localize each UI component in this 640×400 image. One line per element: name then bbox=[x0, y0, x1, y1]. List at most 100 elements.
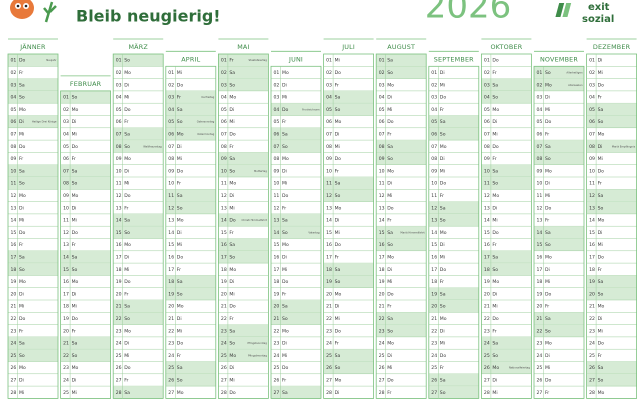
day-number: 13 bbox=[116, 205, 122, 211]
day-number: 05 bbox=[274, 119, 280, 125]
day-number: 22 bbox=[11, 316, 17, 322]
weekday: Fr bbox=[19, 328, 23, 334]
day-shade bbox=[481, 250, 532, 264]
weekday: Do bbox=[598, 254, 605, 260]
day-number: 15 bbox=[484, 230, 490, 236]
weekday: Do bbox=[387, 205, 394, 211]
day-shade bbox=[113, 140, 164, 153]
day-number: 08 bbox=[168, 156, 174, 162]
day-number: 05 bbox=[168, 119, 174, 125]
day-number: 20 bbox=[589, 291, 595, 297]
weekday: Fr bbox=[124, 205, 128, 211]
weekday: So bbox=[229, 168, 235, 174]
weekday: Do bbox=[492, 58, 499, 64]
day-number: 03 bbox=[326, 82, 332, 88]
weekday: Mi bbox=[19, 304, 24, 310]
day-number: 28 bbox=[116, 390, 122, 396]
weekday: Mi bbox=[598, 156, 603, 162]
event: Neujahr bbox=[46, 58, 57, 62]
day-number: 17 bbox=[484, 254, 490, 260]
day-number: 27 bbox=[379, 377, 385, 383]
day-number: 19 bbox=[274, 291, 280, 297]
weekday: Mi bbox=[387, 365, 392, 371]
weekday: Mo bbox=[177, 390, 184, 396]
weekday: Di bbox=[229, 193, 234, 199]
day-number: 26 bbox=[431, 377, 437, 383]
day-shade bbox=[60, 250, 111, 264]
weekday: Fr bbox=[177, 353, 181, 359]
weekday: Di bbox=[72, 205, 77, 211]
weekday: Sa bbox=[598, 107, 604, 113]
day-number: 19 bbox=[537, 291, 543, 297]
weekday: Fr bbox=[124, 377, 128, 383]
day-number: 10 bbox=[221, 168, 227, 174]
event: Allerseelen bbox=[568, 83, 583, 87]
weekday: So bbox=[282, 144, 288, 150]
day-number: 14 bbox=[379, 218, 385, 224]
weekday: Mo bbox=[492, 365, 499, 371]
day-number: 16 bbox=[537, 254, 543, 260]
day-number: 10 bbox=[63, 205, 69, 211]
weekday: Do bbox=[282, 107, 289, 113]
day-number: 27 bbox=[11, 377, 17, 383]
day-number: 13 bbox=[379, 205, 385, 211]
day-shade bbox=[481, 349, 532, 362]
day-number: 12 bbox=[484, 193, 490, 199]
day-number: 13 bbox=[274, 218, 280, 224]
weekday: Mi bbox=[72, 218, 77, 224]
day-number: 27 bbox=[431, 390, 437, 396]
day-number: 11 bbox=[431, 193, 437, 199]
day-number: 06 bbox=[11, 119, 17, 125]
day-number: 14 bbox=[431, 230, 437, 236]
day-number: 09 bbox=[589, 156, 595, 162]
weekday: Mi bbox=[72, 304, 77, 310]
weekday: So bbox=[124, 230, 130, 236]
weekday: Fr bbox=[335, 341, 339, 347]
day-number: 27 bbox=[326, 377, 332, 383]
weekday: Mi bbox=[229, 205, 234, 211]
weekday: Mi bbox=[492, 304, 497, 310]
weekday: Do bbox=[335, 156, 342, 162]
day-number: 27 bbox=[116, 377, 122, 383]
day-number: 23 bbox=[63, 365, 69, 371]
day-number: 11 bbox=[326, 181, 332, 187]
weekday: Di bbox=[598, 144, 603, 150]
day-number: 02 bbox=[11, 70, 17, 76]
day-shade bbox=[376, 226, 427, 239]
day-number: 04 bbox=[11, 95, 17, 101]
month-name: APRIL bbox=[181, 55, 200, 63]
weekday: Fr bbox=[72, 328, 76, 334]
weekday: Sa bbox=[387, 58, 393, 64]
day-number: 19 bbox=[116, 279, 122, 285]
weekday: Fr bbox=[492, 328, 496, 334]
day-number: 21 bbox=[537, 316, 543, 322]
day-number: 25 bbox=[589, 353, 595, 359]
day-number: 25 bbox=[168, 365, 174, 371]
weekday: Sa bbox=[545, 144, 551, 150]
day-number: 03 bbox=[484, 82, 490, 88]
weekday: So bbox=[598, 205, 604, 211]
day-number: 25 bbox=[221, 353, 227, 359]
weekday: Fr bbox=[229, 144, 233, 150]
weekday: So bbox=[387, 156, 393, 162]
day-number: 16 bbox=[484, 242, 490, 248]
day-shade bbox=[428, 115, 479, 128]
day-number: 09 bbox=[431, 168, 437, 174]
weekday: Mi bbox=[229, 291, 234, 297]
day-number: 02 bbox=[431, 82, 437, 88]
weekday: Do bbox=[229, 131, 236, 137]
weekday: Sa bbox=[282, 218, 288, 224]
day-number: 09 bbox=[484, 156, 490, 162]
day-number: 13 bbox=[326, 205, 332, 211]
day-number: 09 bbox=[11, 156, 17, 162]
logo-text: sozial bbox=[582, 14, 614, 25]
day-number: 10 bbox=[537, 181, 543, 187]
weekday: Mo bbox=[229, 267, 236, 273]
day-shade bbox=[586, 115, 637, 128]
day-number: 04 bbox=[484, 95, 490, 101]
weekday: Mo bbox=[19, 365, 26, 371]
weekday: Sa bbox=[282, 304, 288, 310]
slogan: Bleib neugierig! bbox=[76, 7, 221, 26]
weekday: Mi bbox=[124, 353, 129, 359]
weekday: Do bbox=[124, 365, 131, 371]
